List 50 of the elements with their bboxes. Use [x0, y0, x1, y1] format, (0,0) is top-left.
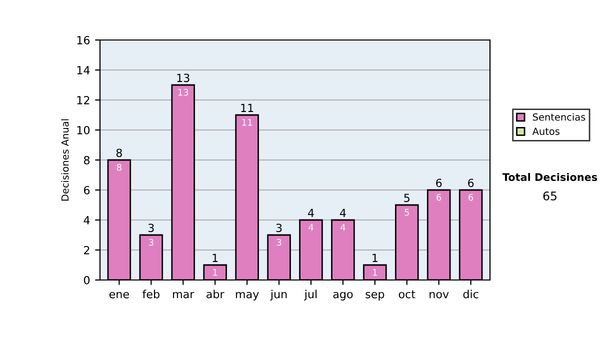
y-tick-label: 4: [84, 216, 90, 224]
total-label: 6: [436, 178, 442, 188]
total-label: 8: [116, 148, 122, 158]
x-tick-label: ago: [333, 292, 353, 300]
data-label: 11: [242, 119, 252, 126]
data-label: 8: [116, 164, 122, 171]
data-label: 4: [340, 224, 346, 231]
y-axis-title: Decisiones Anual: [61, 119, 69, 201]
x-tick-label: nov: [430, 292, 449, 298]
x-tick-label: may: [236, 292, 259, 300]
x-tick-label: ene: [109, 292, 129, 298]
total-label: 1: [372, 254, 378, 262]
total-label: 3: [148, 224, 154, 232]
total-label: 11: [241, 104, 254, 112]
y-tick-label: 2: [84, 246, 90, 254]
data-label: 1: [373, 269, 377, 276]
y-tick-label: 6: [84, 186, 90, 194]
x-tick-label: sep: [366, 292, 384, 300]
total-label: 6: [468, 178, 474, 188]
text: 65: [543, 191, 556, 200]
data-label: 1: [213, 269, 218, 276]
legend-label: Autos: [532, 128, 560, 135]
x-tick-label: jun: [270, 290, 287, 300]
total-label: 13: [177, 74, 190, 82]
y-tick-label: 16: [77, 36, 90, 44]
total-label: 3: [276, 224, 282, 232]
data-label: 3: [276, 238, 282, 246]
total-label: 5: [404, 194, 410, 202]
y-tick-label: 14: [77, 66, 90, 74]
data-label: 6: [468, 194, 474, 201]
legend-label: Sentencias: [532, 113, 586, 121]
y-tick-label: 10: [77, 126, 90, 134]
total-label: 1: [212, 254, 218, 262]
data-label: 4: [308, 224, 314, 231]
x-tick-label: feb: [142, 290, 160, 298]
y-tick-label: 0: [84, 276, 90, 284]
total-label: 4: [308, 208, 314, 217]
data-label: 3: [148, 238, 154, 246]
x-tick-label: dic: [463, 290, 478, 298]
total-label: 4: [340, 208, 346, 217]
x-tick-label: abr: [206, 290, 224, 298]
data-label: 6: [436, 194, 442, 201]
x-tick-label: oct: [398, 290, 416, 298]
x-tick-label: jul: [304, 290, 317, 300]
x-tick-label: mar: [173, 292, 194, 298]
data-label: 13: [178, 88, 188, 96]
y-tick-label: 12: [77, 96, 90, 104]
y-tick-label: 8: [84, 156, 90, 164]
text: Total Decisiones: [502, 172, 598, 182]
data-label: 5: [404, 209, 409, 216]
